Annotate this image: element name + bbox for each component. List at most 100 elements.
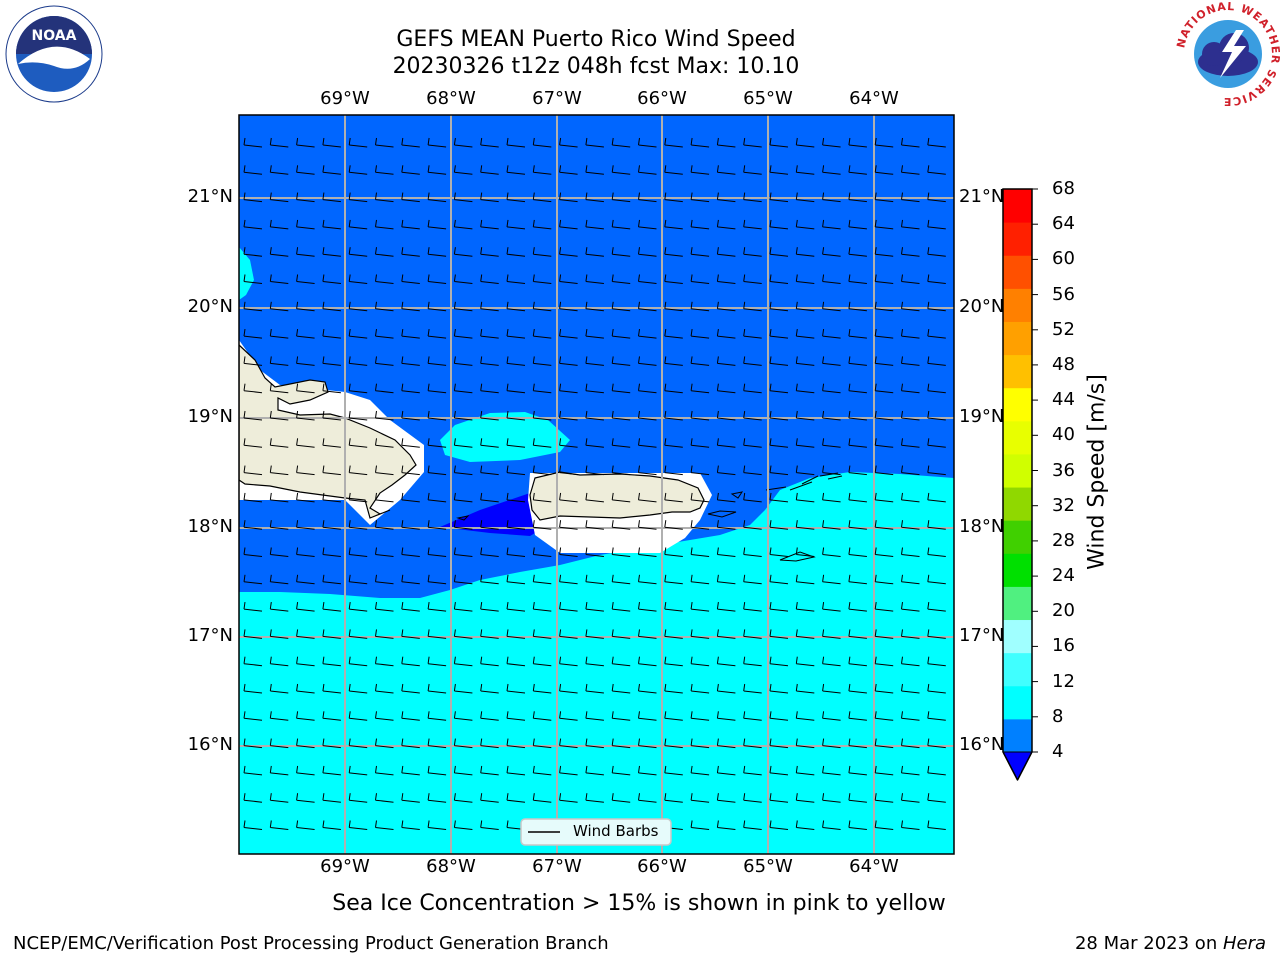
wind-barb [453, 656, 473, 667]
wind-barb [269, 192, 289, 203]
colorbar-swatch [1003, 387, 1032, 422]
wind-barb [296, 301, 315, 312]
wind-barb [559, 301, 578, 312]
wind-barb [401, 137, 420, 148]
wind-barb [243, 738, 263, 749]
wind-barb [769, 520, 789, 530]
noaa-logo: NOAA [4, 4, 104, 104]
wind-barb [690, 410, 710, 421]
wind-barb [611, 547, 631, 557]
wind-barb [611, 492, 631, 503]
wind-barb [375, 574, 394, 585]
wind-barb [822, 547, 841, 557]
wind-barb [743, 492, 762, 503]
wind-barb [874, 274, 894, 284]
wind-barb [822, 656, 841, 667]
wind-barb [716, 793, 736, 803]
wind-barb [690, 656, 710, 667]
wind-barb [769, 438, 789, 448]
wind-barb [532, 492, 552, 503]
wind-barb [638, 356, 657, 366]
wind-barb [901, 219, 920, 230]
footer-host: Hera [1222, 933, 1266, 954]
colorbar-tick-label: 24 [1052, 565, 1075, 587]
wind-barb [269, 820, 289, 830]
wind-barb [927, 383, 946, 394]
wind-barb [874, 574, 894, 585]
wind-barb [716, 137, 736, 148]
wind-barb [743, 165, 762, 175]
wind-barb [795, 410, 815, 421]
wind-barb [901, 520, 920, 530]
wind-barb [716, 520, 736, 530]
wind-barb [401, 383, 420, 394]
wind-barb [664, 629, 683, 639]
wind-barb [690, 711, 710, 721]
wind-barb [480, 165, 499, 175]
wind-barb [822, 738, 841, 749]
wind-barb [822, 765, 841, 776]
wind-barb [269, 765, 289, 776]
wind-barb [769, 574, 789, 585]
wind-barb [427, 711, 447, 721]
wind-barb [769, 683, 789, 694]
wind-barb [322, 765, 341, 776]
wind-barb [638, 492, 657, 503]
wind-barb [901, 465, 920, 476]
colorbar-tick-label: 20 [1052, 600, 1075, 622]
wind-barb [296, 247, 315, 257]
wind-barb [269, 356, 289, 366]
wind-barb [848, 492, 867, 503]
wind-barb [664, 793, 683, 803]
wind-barb [901, 383, 920, 394]
wind-barb [664, 438, 683, 448]
wind-barb [927, 547, 946, 557]
wind-barb [901, 711, 920, 721]
wind-barb [611, 165, 631, 175]
wind-barb [427, 465, 447, 476]
wind-barb [480, 438, 499, 448]
wind-barb [322, 410, 341, 421]
wind-barb [769, 820, 789, 830]
wind-barb [269, 547, 289, 557]
wind-barb [743, 274, 762, 284]
wind-barb [506, 711, 526, 721]
wind-barb [874, 793, 894, 803]
wind-barb [795, 301, 815, 312]
colorbar-swatch [1003, 586, 1032, 621]
wind-barb [480, 547, 499, 557]
wind-barb [638, 520, 657, 530]
wind-barb [480, 137, 499, 148]
wind-barb [243, 192, 263, 203]
wind-barb [375, 793, 394, 803]
wind-barb [401, 547, 420, 557]
wind-barb [322, 301, 341, 312]
wind-barb [927, 301, 946, 312]
wind-barb [769, 738, 789, 749]
wind-barb [901, 793, 920, 803]
colorbar-swatch [1003, 553, 1032, 587]
wind-barb [559, 383, 578, 394]
wind-barb [506, 520, 526, 530]
wind-barb [243, 274, 263, 284]
wind-barb [848, 410, 867, 421]
wind-barb [795, 820, 815, 830]
wind-barb [638, 574, 657, 585]
wind-barb [296, 192, 315, 203]
lon-bottom-67: 67°W [532, 856, 582, 877]
wind-barb [532, 329, 552, 339]
wind-barb [901, 165, 920, 175]
wind-barb [848, 383, 867, 394]
wind-barb [848, 274, 867, 284]
wind-barb [559, 765, 578, 776]
wind-barb [822, 520, 841, 530]
wind-barb [716, 492, 736, 503]
wind-barb [401, 192, 420, 203]
wind-barb [375, 192, 394, 203]
wind-barb [664, 329, 683, 339]
wind-barb [638, 274, 657, 284]
wind-barb [401, 438, 420, 448]
wind-barb [559, 274, 578, 284]
wind-barb [506, 329, 526, 339]
